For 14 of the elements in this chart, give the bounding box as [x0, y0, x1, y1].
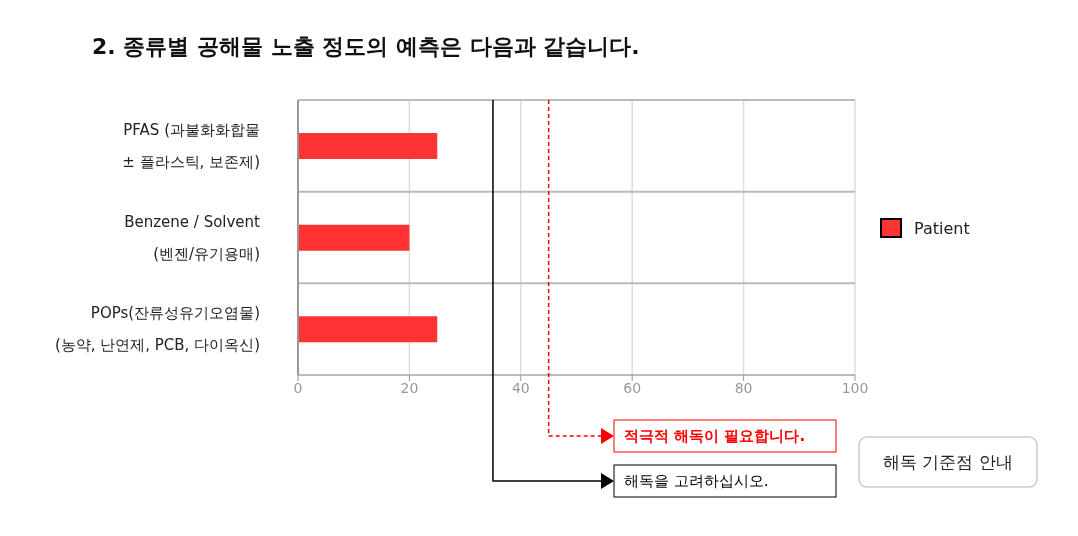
text: 해독 기준점 안내	[883, 452, 1013, 472]
y-tick-label: Benzene / Solvent (벤젠/유기용매)	[124, 212, 261, 262]
y-tick-label: PFAS (과불화화합물 ± 플라스틱, 보존제)	[122, 120, 260, 171]
x-tick-label: 100	[841, 379, 869, 396]
x-tick-label: 20	[400, 379, 419, 396]
x-tick-label: 80	[734, 379, 753, 396]
ref-line-label: 해독을 고려하십시오.	[624, 472, 769, 490]
x-tick-label: 40	[511, 379, 530, 396]
ref-line-label: 적극적 해독이 필요합니다.	[624, 427, 806, 445]
legend-label: Patient	[914, 218, 970, 238]
x-tick-label: 60	[623, 379, 642, 396]
y-tick-label: POPs(잔류성유기오염물) (농약, 난연제, PCB, 다이옥신)	[54, 303, 260, 354]
chart-title: 2. 종류별 공해물 노출 정도의 예측은 다음과 같습니다.	[92, 33, 640, 61]
x-tick-label: 0	[293, 379, 303, 396]
